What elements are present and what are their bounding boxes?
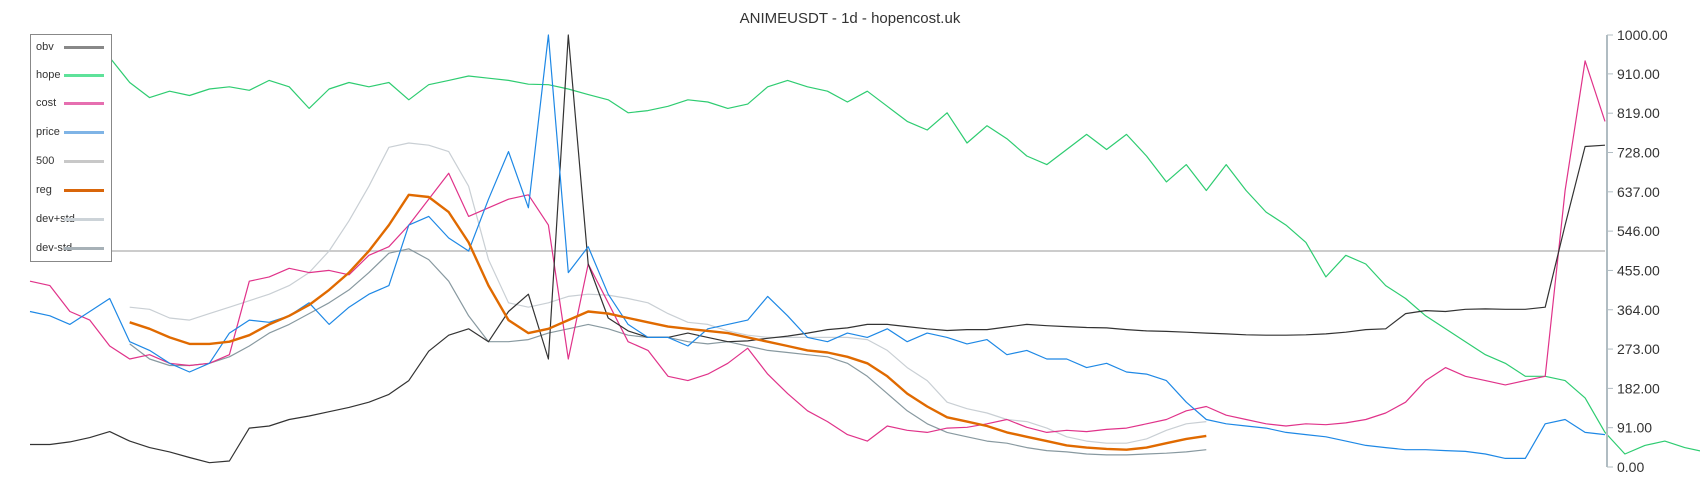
legend-label: dev-std — [36, 242, 73, 254]
legend-label: 500 — [36, 155, 55, 167]
y-tick-label: 0.00 — [1617, 459, 1644, 475]
legend-item-reg: reg — [36, 182, 112, 198]
legend-swatch-cost-icon — [64, 101, 104, 105]
legend-swatch-obv-icon — [64, 45, 104, 49]
y-axis: 0.00 91.00 182.00 273.00 364.00 455.00 546.00 6… — [1606, 27, 1668, 475]
y-tick-label: 91.00 — [1617, 420, 1652, 436]
y-tick-label: 546.00 — [1617, 223, 1660, 239]
legend-label: hope — [36, 69, 61, 81]
legend-label: price — [36, 126, 60, 138]
legend-item-dev-minus-std: dev-std — [36, 240, 112, 256]
legend-item-dev-plus-std: dev+std — [36, 211, 112, 227]
series-line-obv — [30, 34, 1606, 464]
legend-item-price: price — [36, 124, 112, 140]
series-line-dev-plus-minus-std — [129, 142, 1207, 444]
y-tick-label: 728.00 — [1617, 145, 1660, 161]
y-tick-label: 182.00 — [1617, 380, 1660, 396]
legend-swatch-500-icon — [64, 159, 104, 163]
series-line-cost — [29, 60, 1606, 442]
legend: obv hope cost price 500 reg dev+std dev-… — [30, 34, 112, 262]
legend-swatch-dev-minus-std-icon — [64, 246, 104, 250]
series-line-price — [29, 34, 1606, 459]
y-tick-label: 364.00 — [1617, 302, 1660, 318]
legend-item-hope: hope — [36, 67, 112, 83]
legend-label: cost — [36, 97, 57, 109]
legend-label: reg — [36, 184, 52, 196]
legend-item-500: 500 — [36, 153, 112, 169]
legend-label: obv — [36, 41, 54, 53]
legend-swatch-price-icon — [64, 130, 104, 134]
chart-title: ANIMEUSDT - 1d - hopencost.uk — [739, 10, 961, 27]
legend-swatch-hope-icon — [64, 73, 104, 77]
y-tick-label: 273.00 — [1617, 341, 1660, 357]
legend-label: dev+std — [36, 213, 75, 225]
y-tick-label: 455.00 — [1617, 262, 1660, 278]
legend-item-cost: cost — [36, 95, 112, 111]
y-tick-label: 637.00 — [1617, 184, 1660, 200]
y-tick-label: 819.00 — [1617, 105, 1660, 121]
y-tick-label: 910.00 — [1617, 66, 1660, 82]
legend-swatch-dev-plus-std-icon — [64, 217, 104, 221]
series-line-dev-minus-std — [129, 248, 1207, 456]
series-line-hope — [69, 51, 1700, 455]
series-line-reg — [129, 193, 1207, 451]
legend-swatch-reg-icon — [64, 188, 104, 192]
y-tick-label: 1000.00 — [1617, 27, 1668, 43]
legend-item-obv: obv — [36, 39, 112, 55]
series-layer — [29, 34, 1700, 464]
